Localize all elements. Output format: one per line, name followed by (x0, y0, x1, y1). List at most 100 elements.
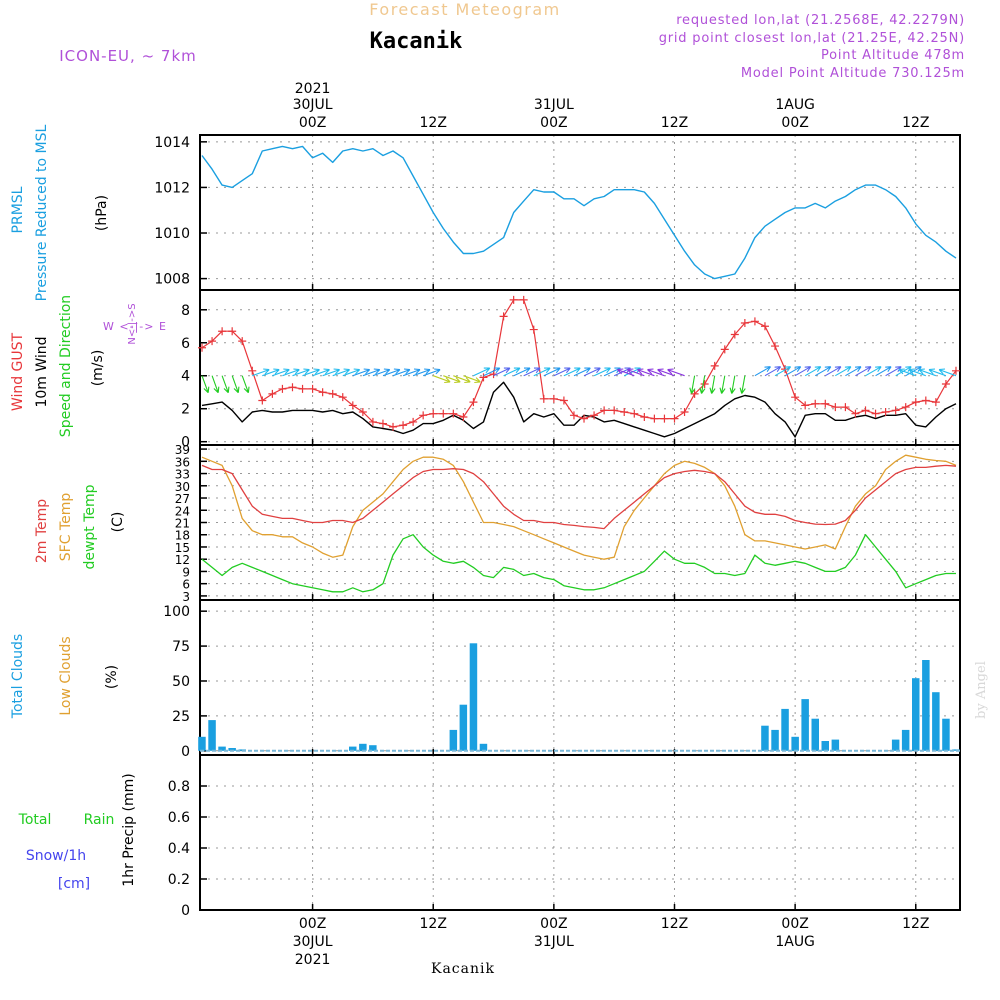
wind-ytick-label: 6 (181, 336, 190, 352)
gust-marker (590, 411, 599, 420)
wind-direction-arrow (835, 366, 852, 377)
temp-ytick-label: 24 (175, 504, 190, 518)
gust-marker (449, 409, 458, 418)
gust-marker (630, 409, 639, 418)
gust-marker (348, 401, 357, 410)
wind-direction-arrow (928, 368, 947, 377)
gust-marker (459, 412, 468, 421)
wind-direction-arrow (231, 375, 240, 394)
gust-marker (248, 366, 257, 375)
gust-marker (409, 417, 418, 426)
bottom-axis-hour: 12Z (420, 916, 447, 932)
wind-unit: (m/s) (90, 350, 106, 387)
cloud-bar (912, 678, 920, 751)
gust-marker (298, 384, 307, 393)
location-title: Kacanik (370, 29, 463, 54)
precip-ytick-label: 0.2 (168, 872, 190, 888)
bottom-axis-hour: 00Z (540, 916, 567, 932)
precip-ytick-label: 0.8 (168, 779, 190, 795)
wind-direction-arrow (855, 366, 872, 377)
gust-marker (308, 384, 317, 393)
watermark: by Angel (974, 661, 989, 719)
cloud-bar (469, 643, 478, 751)
gust-marker (750, 317, 759, 326)
top-axis-year: 2021 (295, 81, 331, 97)
bottom-axis-hour: 12Z (902, 916, 929, 932)
gust-marker (740, 318, 749, 327)
wind-dir-label: Speed and Direction (58, 295, 74, 437)
wind-direction-arrow (352, 368, 371, 377)
gust-marker (610, 406, 619, 415)
gust-marker (429, 409, 438, 418)
wind-ytick-label: 0 (181, 435, 190, 451)
wind-direction-arrow (332, 368, 350, 377)
wind-direction-arrow (784, 366, 802, 377)
wind-direction-arrow (362, 368, 381, 377)
gust-marker (198, 343, 207, 352)
gust-marker (499, 312, 508, 321)
snow-unit: [cm] (58, 876, 90, 892)
precip-ytick-label: 0.4 (168, 841, 190, 857)
gust-marker (791, 393, 800, 402)
temp-ytick-label: 15 (175, 541, 190, 555)
sfc-temp-line (201, 454, 957, 560)
cloud-bar (449, 729, 458, 751)
wind-direction-arrow (739, 375, 746, 394)
wind-direction-arrow (764, 366, 782, 377)
gust-marker (941, 379, 950, 388)
gust-marker (419, 411, 428, 420)
wind-direction-arrow (667, 368, 685, 377)
wind-direction-arrow (423, 368, 441, 377)
gust-marker (479, 373, 488, 382)
gust-marker (378, 419, 387, 428)
pressure-ytick-label: 1012 (154, 180, 190, 196)
wind-direction-arrow (493, 367, 511, 377)
cloud-bar (198, 736, 206, 751)
gust-marker (760, 322, 769, 331)
wind-direction-arrow (563, 367, 581, 377)
top-axis-hour: 12Z (661, 115, 688, 131)
wind-direction-arrow (754, 366, 771, 377)
requested-coords: requested lon,lat (21.2568E, 42.2279N) (676, 13, 965, 28)
gust-marker (710, 361, 719, 370)
wind-direction-arrow (513, 367, 531, 377)
gust-marker (328, 389, 337, 398)
bottom-axis-date: 30JUL (293, 934, 333, 950)
grid-point-coords: grid point closest lon,lat (21.25E, 42.2… (659, 31, 965, 46)
wind-direction-arrow (221, 375, 230, 394)
clouds-panel: 0 25 50 75 100 (163, 599, 961, 760)
wind-direction-arrow (553, 367, 571, 377)
pressure-label-1: PRMSL (10, 186, 26, 233)
gust-marker (600, 406, 609, 415)
wind-direction-arrow (593, 367, 611, 377)
low-clouds-label: Low Clouds (58, 636, 74, 715)
wind-direction-arrow (865, 366, 882, 377)
cloud-bar (359, 743, 367, 751)
gust-marker (469, 398, 478, 407)
gust-marker (288, 383, 297, 392)
wind-direction-arrow (412, 368, 431, 377)
wind-direction-arrow (908, 368, 926, 377)
temp-ytick-label: 27 (175, 492, 190, 506)
gust-marker (358, 408, 367, 417)
gust-label: Wind GUST (10, 332, 26, 411)
cloud-bar (781, 708, 789, 751)
precip-axis-label: 1hr Precip (mm) (121, 773, 137, 886)
wind-direction-arrow (211, 375, 220, 394)
precip-total-label: Total (18, 812, 52, 828)
wind-direction-arrow (372, 368, 391, 377)
pressure-ytick-label: 1008 (154, 272, 190, 288)
total-clouds-label: Total Clouds (10, 634, 26, 719)
pressure-label-2: Pressure Reduced to MSL (34, 124, 50, 301)
cloud-bar (891, 739, 900, 751)
gust-marker (268, 389, 277, 398)
wind-direction-arrow (473, 367, 491, 377)
wind-direction-arrow (262, 368, 280, 377)
gust-marker (640, 412, 649, 421)
dewpt-label: dewpt Temp (82, 484, 98, 569)
gust-marker (690, 389, 699, 398)
gust-marker (700, 379, 709, 388)
gust-marker (680, 408, 689, 417)
temp-ytick-label: 36 (175, 455, 190, 469)
